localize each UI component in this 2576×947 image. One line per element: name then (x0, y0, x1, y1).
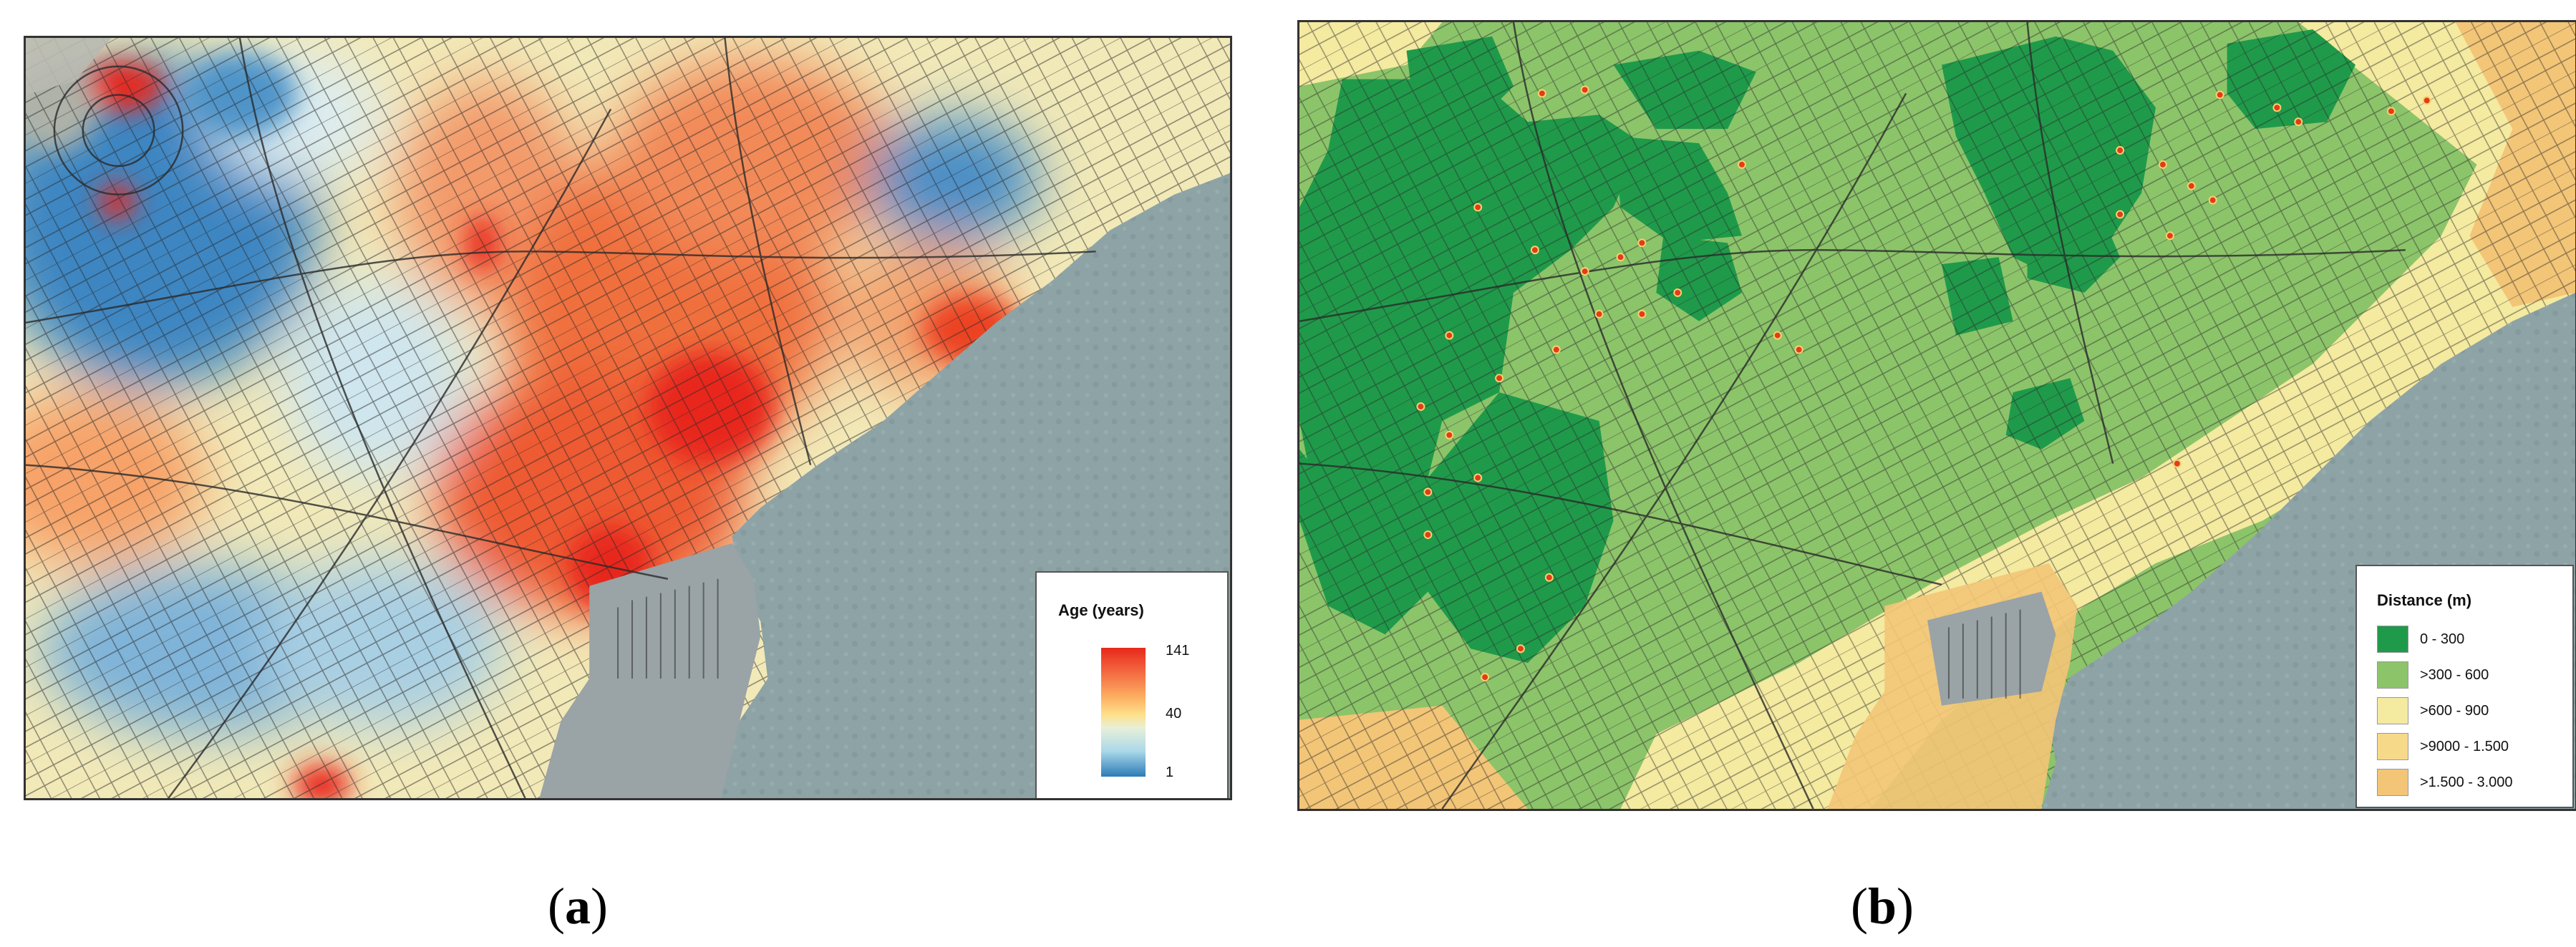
legend-class-300-600: >300 - 600 (2377, 659, 2489, 691)
legend-class-9000-1500: >9000 - 1.500 (2377, 731, 2509, 762)
facility-point (2165, 231, 2174, 241)
age-tick-mid: 40 (1166, 706, 1182, 722)
facility-point (1530, 246, 1539, 255)
facility-point (1516, 644, 1525, 654)
legend-label: >9000 - 1.500 (2420, 738, 2509, 754)
facility-points (1416, 85, 2431, 681)
facility-point (1551, 345, 1561, 354)
distance-map-panel: Distance (m) 0 - 300 >300 - 600 >600 - 9… (1297, 20, 2576, 811)
legend-label: 0 - 300 (2420, 631, 2465, 647)
facility-point (1637, 309, 1647, 319)
age-tick-max: 141 (1166, 643, 1190, 659)
facility-point (2422, 96, 2431, 105)
facility-point (2158, 160, 2167, 169)
facility-point (1580, 267, 1589, 276)
facility-point (1423, 530, 1433, 540)
legend-swatch (2377, 769, 2408, 796)
facility-point (2116, 146, 2125, 155)
legend-swatch (2377, 661, 2408, 689)
port-area (539, 543, 761, 798)
caption-b-letter: b (1867, 878, 1897, 935)
legend-class-1500-3000: >1.500 - 3.000 (2377, 767, 2513, 798)
caption-b-close: ) (1897, 878, 1914, 935)
age-tick-min: 1 (1166, 764, 1174, 780)
legend-class-0-300: 0 - 300 (2377, 623, 2464, 655)
legend-class-600-900: >600 - 900 (2377, 695, 2489, 727)
age-legend: Age (years) 141 40 1 (1035, 571, 1229, 798)
facility-point (2208, 195, 2217, 205)
facility-point (1473, 473, 1483, 482)
age-legend-title: Age (years) (1058, 601, 1144, 619)
age-color-ramp (1101, 648, 1146, 777)
facility-point (1473, 203, 1483, 212)
caption-b-open: ( (1851, 878, 1868, 935)
caption-a: (a) (548, 877, 608, 936)
legend-swatch (2377, 697, 2408, 724)
caption-a-close: ) (590, 878, 608, 935)
distance-legend-title: Distance (m) (2377, 591, 2472, 609)
facility-point (1416, 402, 1425, 412)
caption-b: (b) (1851, 877, 1914, 936)
facility-point (2386, 107, 2396, 116)
legend-label: >300 - 600 (2420, 666, 2489, 683)
facility-point (1794, 345, 1803, 354)
facility-point (1594, 309, 1604, 319)
major-roads (26, 38, 1096, 798)
legend-label: >1.500 - 3.000 (2420, 774, 2513, 790)
legend-swatch (2377, 626, 2408, 653)
facility-point (1580, 85, 1589, 94)
caption-a-open: ( (548, 878, 565, 935)
facility-point (1537, 89, 1546, 98)
facility-point (1445, 331, 1454, 340)
legend-label: >600 - 900 (2420, 702, 2489, 719)
facility-point (1445, 430, 1454, 439)
major-roads (1299, 22, 2406, 809)
facility-point (2116, 210, 2125, 219)
facility-point (2215, 90, 2224, 99)
facility-point (1616, 253, 1625, 262)
facility-point (1423, 487, 1433, 497)
facility-point (1737, 160, 1746, 169)
age-map-canvas (26, 38, 1230, 798)
caption-a-letter: a (564, 878, 591, 935)
facility-point (1481, 673, 1490, 681)
legend-swatch (2377, 733, 2408, 760)
facility-point (1544, 573, 1554, 582)
facility-point (2172, 459, 2182, 468)
facility-point (2187, 181, 2196, 190)
age-map-panel: Age (years) 141 40 1 (24, 36, 1232, 800)
facility-point (1495, 374, 1504, 383)
facility-point (2272, 103, 2282, 112)
facility-point (1773, 331, 1782, 340)
distance-legend: Distance (m) 0 - 300 >300 - 600 >600 - 9… (2355, 565, 2574, 808)
facility-point (2294, 117, 2303, 127)
facility-point (1637, 238, 1647, 248)
facility-point (1673, 288, 1682, 297)
